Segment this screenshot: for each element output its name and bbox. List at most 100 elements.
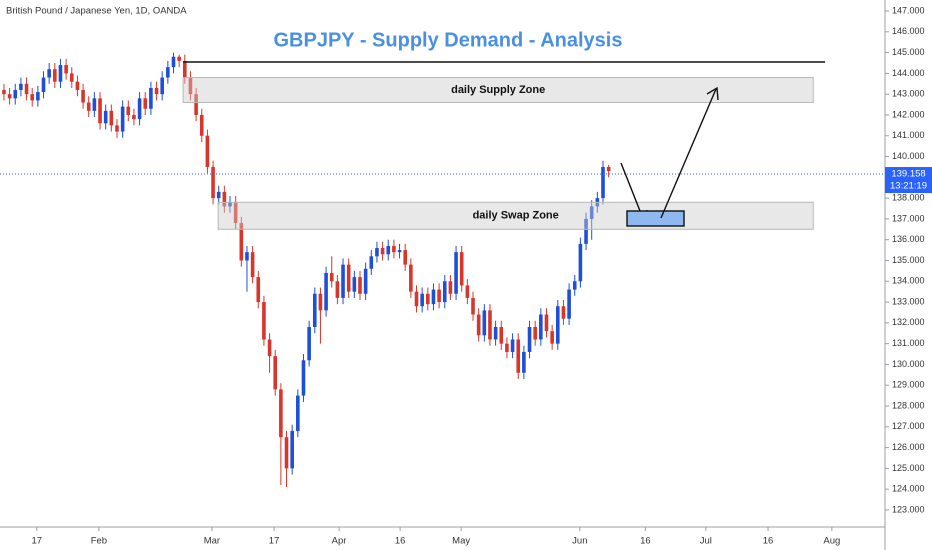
candle-body (550, 331, 554, 344)
candle-body (471, 297, 475, 315)
candle-body (41, 77, 46, 93)
candle-body (584, 218, 588, 244)
candle-body (284, 437, 289, 469)
candle-body (36, 92, 40, 101)
candle-body (318, 293, 323, 311)
candle-body (544, 314, 549, 332)
candle-body (7, 94, 12, 99)
candle-body (510, 339, 515, 352)
candle-body (109, 110, 114, 126)
candle-body (160, 77, 164, 95)
x-tick-label: Jun (572, 536, 587, 547)
candle-body (375, 248, 379, 257)
y-tick-label: 134.000 (892, 276, 925, 286)
candle-body (301, 360, 306, 396)
candle-body (188, 77, 193, 95)
candle-body (363, 268, 368, 294)
y-tick-label: 133.000 (892, 296, 925, 306)
candle-body (403, 250, 408, 265)
candle-body (493, 327, 498, 340)
zone (182, 77, 814, 103)
candle-body (132, 114, 136, 120)
candle-body (454, 252, 458, 294)
candle-body (392, 245, 396, 253)
candle-body (137, 98, 142, 120)
candle-body (335, 281, 340, 298)
candle-body (414, 291, 419, 307)
zone-label: daily Swap Zone (473, 210, 559, 222)
candle-body (262, 302, 266, 340)
x-tick-label: 16 (640, 536, 651, 547)
candle-body (555, 306, 560, 344)
candle-body (499, 327, 504, 344)
candle-body (199, 114, 204, 136)
y-tick-label: 128.000 (892, 400, 925, 410)
candle-body (482, 310, 487, 336)
candle-body (589, 206, 594, 219)
candle-body (250, 252, 255, 278)
candle-body (24, 83, 29, 95)
y-tick-label: 123.000 (892, 504, 925, 514)
y-tick-label: 125.000 (892, 463, 925, 473)
candle-body (505, 343, 509, 352)
candle-body (2, 90, 6, 95)
zone-label: daily Supply Zone (451, 84, 545, 96)
candles (2, 52, 611, 488)
candle-body (539, 314, 543, 340)
candle-body (352, 277, 357, 292)
candle-body (341, 264, 345, 298)
candle-body (431, 289, 436, 305)
candle-body (245, 252, 249, 261)
overlay: daily Supply Zone daily Swap Zone (0, 61, 885, 230)
y-tick-label: 144.000 (892, 68, 925, 78)
candle-body (397, 250, 402, 253)
candle-body (149, 87, 153, 109)
candle-body (420, 293, 424, 307)
candle-body (488, 310, 492, 340)
x-tick-label: Aug (823, 536, 840, 547)
candle-body (154, 87, 159, 95)
y-tick-label: 135.000 (892, 255, 925, 265)
candle-body (296, 395, 300, 431)
y-tick-label: 124.000 (892, 484, 925, 494)
candle-body (533, 327, 537, 340)
y-tick-label: 136.000 (892, 234, 925, 244)
chart-title: GBPJPY - Supply Demand - Analysis (274, 29, 623, 51)
drawing-arrows (620, 86, 719, 227)
candle-body (211, 166, 215, 199)
candle-body (426, 293, 430, 305)
last-price-label: 139.158 (891, 169, 925, 180)
y-tick-label: 138.000 (892, 192, 925, 202)
candle-body (194, 94, 198, 115)
candle-body (279, 389, 283, 438)
y-tick-label: 143.000 (892, 89, 925, 99)
candle-body (205, 135, 210, 167)
candle-body (522, 351, 526, 373)
candle-body (47, 69, 51, 78)
candle-body (103, 110, 108, 124)
candle-body (476, 314, 481, 336)
candle-body (465, 285, 470, 298)
x-tick-label: 16 (395, 536, 406, 547)
candle-body (216, 191, 221, 199)
candle-body (171, 56, 176, 68)
last-price-box (885, 167, 932, 194)
x-tick-label: Apr (332, 536, 347, 547)
y-tick-label: 126.000 (892, 442, 925, 452)
candle-body (606, 166, 611, 172)
y-tick-label: 129.000 (892, 380, 925, 390)
candle-body (601, 166, 605, 199)
candle-body (86, 102, 91, 111)
candle-body (312, 293, 317, 328)
y-tick-label: 140.000 (892, 151, 925, 161)
candle-body (75, 81, 80, 91)
candle-body (143, 98, 148, 109)
y-tick-label: 147.000 (892, 5, 925, 15)
zone (217, 201, 814, 230)
x-tick-label: Mar (204, 536, 220, 547)
candle-body (92, 98, 97, 111)
candle-body (290, 430, 294, 469)
candle-body (58, 65, 63, 82)
